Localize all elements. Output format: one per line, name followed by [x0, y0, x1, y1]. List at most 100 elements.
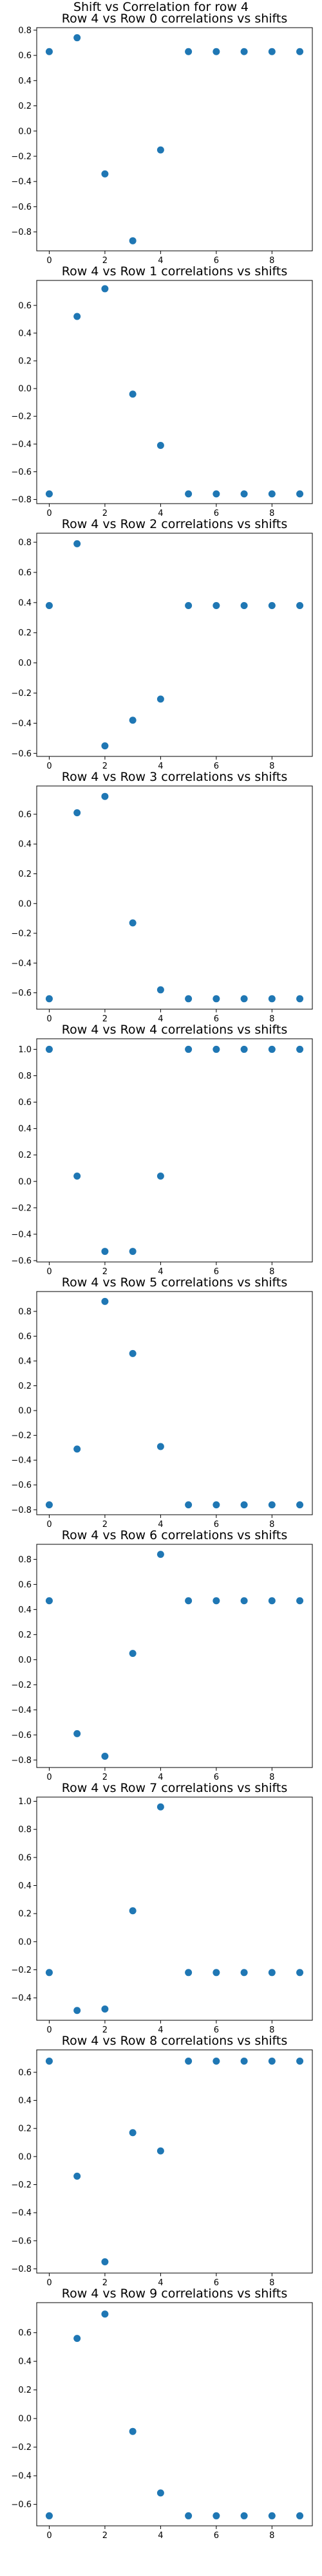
x-tick-label: 2: [102, 2025, 108, 2035]
data-point: [213, 1597, 220, 1605]
y-tick-label: −0.6: [11, 1256, 32, 1266]
y-tick-label: 0.4: [18, 1881, 32, 1891]
chart-panel-7: Row 4 vs Row 7 correlations vs shifts 0 2 4…: [11, 1781, 313, 2035]
data-point: [156, 986, 164, 994]
y-tick-label: −0.2: [11, 1681, 32, 1690]
data-point: [268, 1969, 276, 1977]
data-point: [129, 2129, 137, 2137]
y-tick-label: 1.0: [18, 1797, 32, 1807]
y-tick-label: 0.4: [18, 2357, 32, 2367]
x-tick-label: 4: [158, 256, 163, 266]
x-tick-label: 6: [214, 1773, 219, 1782]
y-tick-label: 0.2: [18, 628, 32, 638]
data-point: [45, 995, 53, 1003]
x-tick-label: 4: [158, 1014, 163, 1024]
data-point: [185, 1501, 193, 1509]
x-tick-label: 6: [214, 2278, 219, 2288]
data-point: [185, 2512, 193, 2519]
data-point: [101, 2258, 109, 2266]
x-tick-label: 0: [46, 1014, 52, 1024]
chart-title: Row 4 vs Row 9 correlations vs shifts: [62, 2287, 288, 2301]
y-tick-label: 0.0: [18, 1937, 32, 1947]
x-tick-label: 0: [46, 1520, 52, 1530]
y-tick-label: 0.0: [18, 2415, 32, 2424]
chart-title: Row 4 vs Row 8 correlations vs shifts: [62, 2034, 288, 2048]
data-point: [268, 1045, 276, 1053]
y-tick-label: −0.4: [11, 2209, 32, 2218]
y-tick-label: 0.2: [18, 1910, 32, 1919]
data-point: [296, 1597, 304, 1605]
x-tick-label: 0: [46, 1267, 52, 1277]
y-tick-label: 0.0: [18, 1407, 32, 1416]
chart-title: Row 4 vs Row 7 correlations vs shifts: [62, 1781, 288, 1795]
data-point: [240, 1501, 248, 1509]
y-tick-label: −0.2: [11, 1431, 32, 1441]
y-tick-label: 0.0: [18, 899, 32, 909]
y-tick-label: −0.2: [11, 689, 32, 699]
data-point: [240, 490, 248, 498]
y-tick-label: 0.8: [18, 1555, 32, 1565]
x-tick-label: 2: [102, 509, 108, 518]
data-point: [101, 742, 109, 750]
y-tick-label: 0.4: [18, 77, 32, 86]
chart-panel-4: Row 4 vs Row 4 correlations vs shifts 0 2 4…: [11, 1023, 313, 1277]
plot-frame: [36, 2302, 313, 2526]
data-point: [213, 2057, 220, 2065]
data-point: [185, 1045, 193, 1053]
x-tick-label: 2: [102, 1267, 108, 1277]
y-tick-label: 0.6: [18, 1332, 32, 1342]
data-point: [156, 1443, 164, 1450]
x-tick-label: 6: [214, 509, 219, 518]
x-tick-label: 2: [102, 1014, 108, 1024]
x-tick-label: 4: [158, 509, 163, 518]
y-tick-label: 0.4: [18, 1605, 32, 1615]
data-point: [45, 1501, 53, 1509]
data-point: [129, 1650, 137, 1658]
data-point: [296, 2057, 304, 2065]
x-tick-label: 0: [46, 1773, 52, 1782]
data-point: [213, 48, 220, 55]
data-point: [129, 1248, 137, 1256]
data-point: [156, 1173, 164, 1180]
data-point: [296, 1501, 304, 1509]
x-tick-label: 8: [269, 2025, 274, 2035]
x-tick-label: 8: [269, 1267, 274, 1277]
y-tick-label: 0.0: [18, 659, 32, 668]
data-point: [240, 2057, 248, 2065]
data-point: [296, 1045, 304, 1053]
x-tick-label: 2: [102, 256, 108, 266]
data-point: [129, 1349, 137, 1357]
y-tick-label: 0.6: [18, 1098, 32, 1108]
y-tick-label: 0.4: [18, 840, 32, 850]
x-tick-label: 4: [158, 2278, 163, 2288]
x-tick-label: 6: [214, 1520, 219, 1530]
data-point: [101, 1752, 109, 1760]
y-tick-label: −0.2: [11, 2443, 32, 2453]
data-point: [45, 2057, 53, 2065]
y-tick-label: −0.4: [11, 2472, 32, 2481]
plot-frame: [36, 1291, 313, 1515]
chart-title: Row 4 vs Row 5 correlations vs shifts: [62, 1275, 288, 1290]
plot-frame: [36, 1796, 313, 2021]
data-point: [156, 1803, 164, 1811]
y-tick-label: 0.2: [18, 357, 32, 367]
y-tick-label: −0.8: [11, 228, 32, 237]
x-tick-label: 0: [46, 2278, 52, 2288]
y-tick-label: 0.2: [18, 1151, 32, 1160]
x-tick-label: 6: [214, 2025, 219, 2035]
x-tick-label: 8: [269, 2278, 274, 2288]
y-tick-label: 0.8: [18, 1072, 32, 1081]
plot-frame: [36, 1544, 313, 1768]
data-point: [185, 490, 193, 498]
data-point: [129, 1907, 137, 1915]
data-point: [45, 1045, 53, 1053]
y-tick-label: −0.6: [11, 1481, 32, 1490]
x-tick-label: 6: [214, 1267, 219, 1277]
chart-panel-6: Row 4 vs Row 6 correlations vs shifts 0 2 4…: [11, 1528, 313, 1782]
x-tick-label: 4: [158, 1773, 163, 1782]
data-point: [268, 2057, 276, 2065]
y-tick-label: −0.8: [11, 1756, 32, 1766]
data-point: [129, 390, 137, 398]
y-tick-label: −0.4: [11, 178, 32, 187]
y-tick-label: −0.6: [11, 2236, 32, 2246]
